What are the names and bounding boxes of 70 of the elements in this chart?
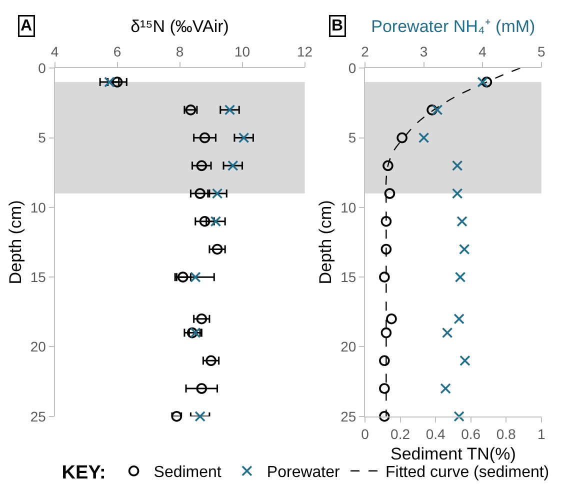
point	[171, 410, 182, 422]
x-axis-title: δ¹⁵N (‰VAir)	[130, 17, 229, 36]
point	[112, 76, 123, 88]
point	[212, 244, 223, 255]
x-tick-label: 8	[176, 44, 184, 60]
y-tick-label: 25	[30, 408, 46, 424]
point	[382, 160, 394, 172]
x-tick-label: 12	[296, 44, 313, 60]
y-tick-label: 10	[340, 199, 356, 216]
x-axis-title: Sediment TN(%)	[390, 444, 516, 464]
point	[196, 313, 208, 324]
text: B	[332, 18, 344, 34]
point	[380, 244, 392, 255]
point	[380, 327, 392, 338]
text: A	[20, 18, 32, 34]
x2-tick-label: 3	[420, 44, 428, 60]
point	[379, 272, 390, 282]
y-axis-title: Depth (cm)	[316, 200, 336, 284]
y-tick-label: 10	[30, 199, 46, 216]
point	[199, 132, 210, 144]
y-tick-label: 25	[340, 408, 356, 424]
point	[196, 160, 208, 172]
x-tick-label: 0.6	[461, 426, 481, 442]
point	[481, 76, 492, 88]
legend-label: Porewater	[266, 464, 341, 482]
point	[212, 188, 223, 199]
point	[186, 327, 198, 338]
legend-title: KEY:	[62, 462, 106, 484]
point	[396, 132, 408, 144]
point	[238, 132, 250, 144]
point	[178, 272, 188, 282]
x2-axis-title: Porewater NH₄⁺ (mM)	[371, 17, 536, 36]
y-tick-label: 15	[340, 268, 356, 285]
y-tick-label: 15	[30, 268, 46, 285]
point	[196, 383, 208, 394]
legend-label: Sediment	[154, 464, 222, 482]
point	[426, 104, 438, 116]
point	[104, 76, 115, 88]
y-tick-label: 0	[348, 60, 356, 76]
x-tick-label: 10	[234, 44, 250, 60]
x2-tick-label: 2	[361, 44, 370, 60]
y-tick-label: 20	[30, 338, 46, 355]
y-tick-label: 5	[348, 130, 356, 146]
point	[379, 355, 390, 366]
x2-tick-label: 5	[537, 44, 546, 60]
point	[224, 104, 236, 116]
point	[227, 160, 238, 172]
point	[194, 188, 206, 199]
point	[206, 355, 216, 366]
x-tick-label: 0.4	[426, 426, 446, 442]
point	[199, 216, 210, 227]
point	[380, 216, 392, 227]
point	[379, 383, 390, 394]
point	[386, 313, 397, 324]
point	[379, 410, 390, 422]
point	[210, 216, 222, 227]
point	[194, 410, 206, 422]
point	[190, 272, 201, 282]
legend-label: Fitted curve (sediment)	[386, 464, 550, 482]
x-tick-label: 0.8	[496, 426, 516, 442]
y-tick-label: 20	[340, 338, 356, 355]
x-tick-label: 0	[361, 426, 370, 442]
y-tick-label: 5	[38, 130, 46, 146]
x-tick-label: 0.2	[390, 426, 410, 442]
x-tick-label: 4	[50, 44, 59, 60]
y-axis-title: Depth (cm)	[6, 200, 25, 284]
x-tick-label: 1	[537, 426, 546, 442]
y-tick-label: 0	[38, 60, 46, 76]
x-tick-label: 6	[113, 44, 122, 60]
point	[384, 188, 396, 199]
